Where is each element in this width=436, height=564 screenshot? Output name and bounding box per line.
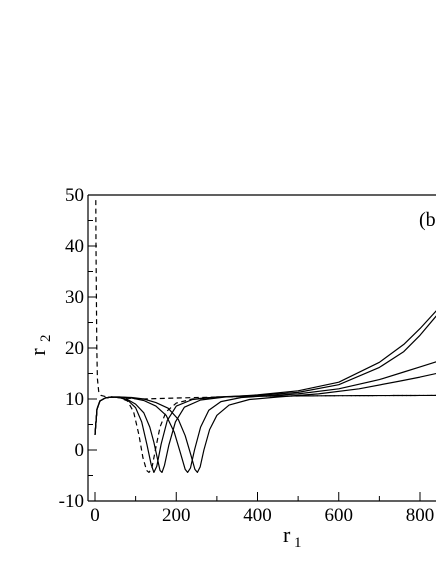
x-tick-label: 0: [90, 505, 100, 526]
series-line-4-solid: [94, 310, 436, 473]
x-tick-label: 800: [406, 505, 435, 526]
y-tick-label: 20: [65, 338, 84, 359]
y-axis-title-subscript: 2: [38, 335, 54, 343]
series-line-6-solid: [94, 372, 436, 473]
y-tick-label: 30: [65, 287, 84, 308]
y-tick-label: -10: [59, 491, 84, 512]
axes: [87, 194, 436, 502]
y-tick-label: 50: [65, 185, 84, 206]
x-tick-label: 400: [243, 505, 272, 526]
plot-area: [94, 200, 436, 473]
y-tick-label: 10: [65, 389, 84, 410]
y-axis-title: r 2: [25, 335, 54, 356]
x-tick-label: 200: [162, 505, 191, 526]
panel-label: (b: [419, 209, 436, 231]
x-axis-title: r 1: [283, 522, 302, 551]
x-tick-label: 600: [325, 505, 354, 526]
y-tick-label: 40: [65, 236, 84, 257]
series-line-2-dashed: [94, 394, 436, 473]
x-axis-title-text: r: [283, 522, 291, 547]
ticks: [88, 194, 421, 502]
y-axis-title-text: r: [25, 348, 50, 356]
y-tick-label: 0: [75, 440, 85, 461]
tick-labels: 0 200 400 600 800 -10 0 10 20 30 40 50: [59, 185, 435, 526]
x-axis-title-subscript: 1: [294, 535, 302, 551]
series-line-1-dashed: [95, 200, 436, 400]
